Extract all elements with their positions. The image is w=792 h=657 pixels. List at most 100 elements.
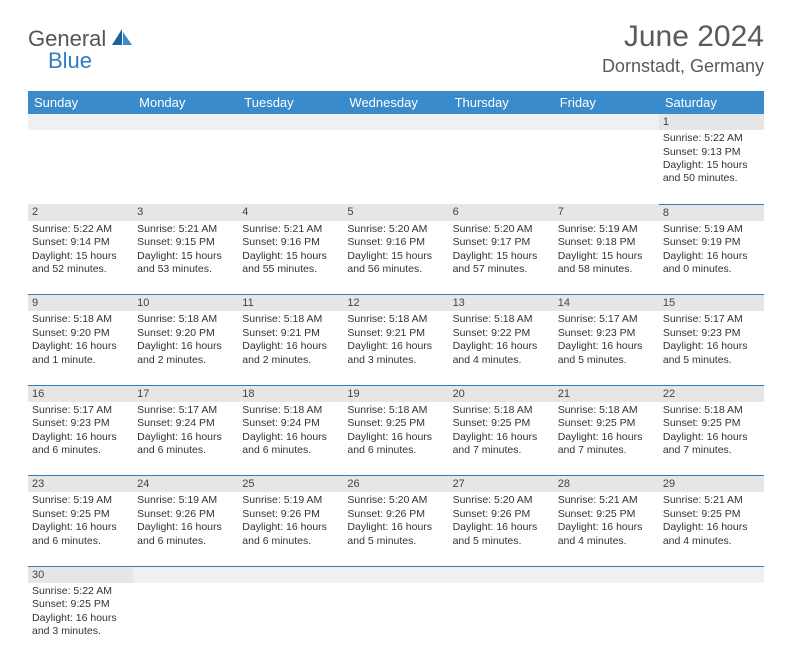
sunset-line: Sunset: 9:25 PM: [32, 598, 129, 611]
day-cell: Sunrise: 5:21 AMSunset: 9:16 PMDaylight:…: [238, 221, 343, 295]
data-row: Sunrise: 5:22 AMSunset: 9:13 PMDaylight:…: [28, 130, 764, 204]
day-number: [133, 114, 238, 130]
day-cell: Sunrise: 5:19 AMSunset: 9:26 PMDaylight:…: [238, 492, 343, 566]
day-number: 6: [449, 204, 554, 221]
day-header: Tuesday: [238, 91, 343, 114]
sunrise-line: Sunrise: 5:19 AM: [137, 494, 234, 507]
day-cell: Sunrise: 5:18 AMSunset: 9:20 PMDaylight:…: [133, 311, 238, 385]
header: General June 2024 Dornstadt, Germany: [28, 20, 764, 77]
day-cell: [343, 583, 448, 657]
sunset-line: Sunset: 9:16 PM: [347, 236, 444, 249]
day-number: [554, 114, 659, 130]
sunset-line: Sunset: 9:26 PM: [347, 508, 444, 521]
daylight-line: Daylight: 15 hours and 56 minutes.: [347, 250, 444, 277]
day-cell: Sunrise: 5:17 AMSunset: 9:24 PMDaylight:…: [133, 402, 238, 476]
sunrise-line: Sunrise: 5:17 AM: [663, 313, 760, 326]
sunset-line: Sunset: 9:20 PM: [137, 327, 234, 340]
sunrise-line: Sunrise: 5:18 AM: [242, 404, 339, 417]
day-cell: [133, 130, 238, 204]
day-cell: [238, 130, 343, 204]
sunrise-line: Sunrise: 5:20 AM: [453, 494, 550, 507]
day-cell: Sunrise: 5:18 AMSunset: 9:22 PMDaylight:…: [449, 311, 554, 385]
day-cell: Sunrise: 5:20 AMSunset: 9:17 PMDaylight:…: [449, 221, 554, 295]
day-cell: Sunrise: 5:18 AMSunset: 9:25 PMDaylight:…: [659, 402, 764, 476]
day-number: [554, 566, 659, 583]
daylight-line: Daylight: 15 hours and 58 minutes.: [558, 250, 655, 277]
day-number: [238, 566, 343, 583]
sunset-line: Sunset: 9:18 PM: [558, 236, 655, 249]
day-cell: [659, 583, 764, 657]
day-cell: Sunrise: 5:19 AMSunset: 9:26 PMDaylight:…: [133, 492, 238, 566]
sunset-line: Sunset: 9:23 PM: [32, 417, 129, 430]
sunset-line: Sunset: 9:25 PM: [663, 508, 760, 521]
sunset-line: Sunset: 9:16 PM: [242, 236, 339, 249]
data-row: Sunrise: 5:19 AM Sunset: 9:25 PM Daylight:…: [28, 492, 764, 566]
sunset-line: Sunset: 9:25 PM: [453, 417, 550, 430]
daylight-line: Daylight: 16 hours and 5 minutes.: [558, 340, 655, 367]
daylight-line: Daylight: 16 hours and 6 minutes.: [137, 521, 234, 548]
day-number: 3: [133, 204, 238, 221]
sunset-line: Sunset: 9:24 PM: [242, 417, 339, 430]
day-cell: [554, 583, 659, 657]
day-number: 4: [238, 204, 343, 221]
daynum-row: 9101112131415: [28, 295, 764, 312]
day-number: 1: [659, 114, 764, 130]
daylight-line: Daylight: 15 hours and 55 minutes.: [242, 250, 339, 277]
daylight-line: Daylight: 16 hours and 2 minutes.: [137, 340, 234, 367]
data-row: Sunrise: 5:22 AMSunset: 9:14 PMDaylight:…: [28, 221, 764, 295]
day-number: 22: [659, 385, 764, 402]
daylight-line: Daylight: 16 hours and 6 minutes.: [347, 431, 444, 458]
logo-text-blue: Blue: [48, 48, 92, 74]
day-number: 23: [28, 476, 133, 493]
sunset-line: Sunset: 9:25 PM: [558, 508, 655, 521]
day-cell: Sunrise: 5:19 AMSunset: 9:19 PMDaylight:…: [659, 221, 764, 295]
sunrise-line: Sunrise: 5:19 AM: [558, 223, 655, 236]
sunrise-line: Sunrise: 5:18 AM: [242, 313, 339, 326]
daynum-row: 16171819202122: [28, 385, 764, 402]
sunrise-line: Sunrise: 5:20 AM: [347, 223, 444, 236]
sunrise-line: Sunrise: 5:21 AM: [242, 223, 339, 236]
day-number: 21: [554, 385, 659, 402]
sunset-line: Sunset: 9:26 PM: [137, 508, 234, 521]
day-number: 14: [554, 295, 659, 312]
day-cell: Sunrise: 5:22 AMSunset: 9:13 PMDaylight:…: [659, 130, 764, 204]
day-number: 18: [238, 385, 343, 402]
daylight-line: Daylight: 16 hours and 6 minutes.: [32, 521, 129, 548]
sunset-line: Sunset: 9:22 PM: [453, 327, 550, 340]
day-number: [343, 114, 448, 130]
daylight-line: Daylight: 16 hours and 7 minutes.: [663, 431, 760, 458]
day-cell: Sunrise: 5:18 AMSunset: 9:20 PMDaylight:…: [28, 311, 133, 385]
sunrise-line: Sunrise: 5:18 AM: [663, 404, 760, 417]
daylight-line: Daylight: 16 hours and 5 minutes.: [347, 521, 444, 548]
day-number: 12: [343, 295, 448, 312]
sunset-line: Sunset: 9:19 PM: [663, 236, 760, 249]
logo-sail-icon: [110, 27, 134, 52]
calendar-page: General June 2024 Dornstadt, Germany Blu…: [0, 0, 792, 657]
daynum-row: 30: [28, 566, 764, 583]
daylight-line: Daylight: 15 hours and 53 minutes.: [137, 250, 234, 277]
daylight-line: Daylight: 16 hours and 3 minutes.: [32, 612, 129, 639]
day-cell: Sunrise: 5:20 AMSunset: 9:16 PMDaylight:…: [343, 221, 448, 295]
sunrise-line: Sunrise: 5:18 AM: [32, 313, 129, 326]
day-cell: Sunrise: 5:20 AMSunset: 9:26 PMDaylight:…: [449, 492, 554, 566]
sunrise-line: Sunrise: 5:18 AM: [347, 313, 444, 326]
day-cell: [133, 583, 238, 657]
day-number: 17: [133, 385, 238, 402]
day-header: Thursday: [449, 91, 554, 114]
sunrise-line: Sunrise: 5:22 AM: [32, 223, 129, 236]
sunrise-line: Sunrise: 5:21 AM: [558, 494, 655, 507]
day-number: 5: [343, 204, 448, 221]
calendar-body: 1Sunrise: 5:22 AMSunset: 9:13 PMDaylight…: [28, 114, 764, 657]
sunrise-line: Sunrise: 5:21 AM: [137, 223, 234, 236]
day-number: 11: [238, 295, 343, 312]
sunrise-line: Sunrise: 5:20 AM: [347, 494, 444, 507]
daylight-line: Daylight: 16 hours and 0 minutes.: [663, 250, 760, 277]
day-header: Sunday: [28, 91, 133, 114]
day-cell: Sunrise: 5:21 AMSunset: 9:15 PMDaylight:…: [133, 221, 238, 295]
day-cell: [449, 583, 554, 657]
day-number: 30: [28, 566, 133, 583]
daylight-line: Daylight: 16 hours and 7 minutes.: [558, 431, 655, 458]
day-number: 25: [238, 476, 343, 493]
data-row: Sunrise: 5:18 AMSunset: 9:20 PMDaylight:…: [28, 311, 764, 385]
day-number: [133, 566, 238, 583]
